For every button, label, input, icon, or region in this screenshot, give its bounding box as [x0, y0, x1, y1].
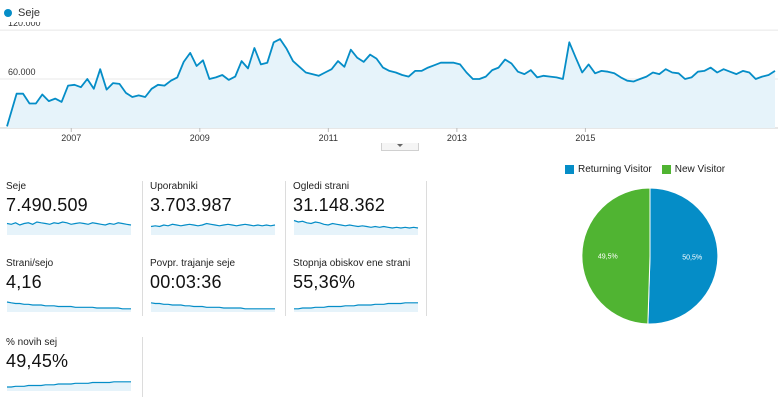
column-divider — [285, 181, 286, 316]
metric-sparkline — [7, 381, 131, 391]
sparkline-fill — [151, 223, 275, 235]
metric-label: Seje — [6, 181, 27, 192]
sparkline-line — [6, 301, 131, 310]
column-divider — [142, 181, 143, 316]
metric-value: 49,45% — [6, 351, 69, 371]
sparkline-line — [7, 381, 131, 388]
sparkline-line — [294, 302, 418, 310]
metric-sparkline — [6, 301, 131, 312]
sparkline-line — [150, 302, 275, 310]
metric-tile[interactable]: Seje 7.490.509 — [6, 181, 134, 235]
collapse-chart-toggle[interactable] — [381, 143, 419, 151]
sparkline-line — [293, 219, 419, 229]
metric-label: Ogledi strani — [293, 181, 350, 192]
series-color-dot — [4, 9, 12, 17]
y-tick-label: 60.000 — [8, 67, 36, 77]
x-tick-label: 2015 — [575, 133, 595, 143]
metric-label: Uporabniki — [150, 181, 198, 192]
metric-tile[interactable]: Povpr. trajanje seje 00:03:36 — [150, 258, 278, 312]
sparkline-fill — [294, 220, 418, 235]
x-tick-label: 2013 — [447, 133, 467, 143]
sparkline-line — [6, 221, 132, 226]
x-tick-label: 2011 — [319, 133, 338, 143]
metric-sparkline — [150, 302, 275, 312]
metric-tile[interactable]: Ogledi strani 31.148.362 — [293, 181, 421, 235]
metric-tile[interactable]: Uporabniki 3.703.987 — [150, 181, 278, 235]
metric-tile[interactable]: % novih sej 49,45% — [6, 337, 134, 391]
x-tick-label: 2007 — [61, 133, 81, 143]
main-legend-label: Seje — [18, 7, 41, 19]
sessions-area-fill — [7, 39, 775, 128]
returning-visitor-percent: 50,5% — [682, 255, 702, 262]
pie-legend: Returning Visitor New Visitor — [565, 164, 725, 175]
metric-label: Strani/sejo — [6, 258, 54, 269]
returning-visitor-slice[interactable] — [647, 187, 719, 325]
metric-label: Stopnja obiskov ene strani — [293, 258, 411, 269]
sparkline-line — [150, 222, 276, 228]
main-chart-legend[interactable]: Seje — [4, 6, 40, 20]
metric-value: 7.490.509 — [6, 195, 88, 215]
new-visitor-slice[interactable] — [581, 187, 651, 325]
y-tick-label: 120.000 — [8, 22, 41, 28]
metric-value: 31.148.362 — [293, 195, 386, 215]
metric-value: 55,36% — [293, 272, 356, 292]
metric-sparkline — [150, 222, 276, 235]
sessions-series-line — [6, 38, 776, 127]
visitor-type-pie-chart[interactable]: 50,5% 49,5% — [578, 185, 728, 335]
new-visitor-percent: 49,5% — [598, 253, 618, 260]
metric-sparkline — [6, 221, 132, 235]
sparkline-fill — [294, 302, 418, 312]
metric-tile[interactable]: Stopnja obiskov ene strani 55,36% — [293, 258, 421, 312]
metric-label: % novih sej — [6, 337, 58, 348]
metric-sparkline — [294, 302, 418, 312]
metric-value: 4,16 — [6, 272, 42, 292]
sessions-line-chart[interactable]: 120.000 60.000 2007 2009 2011 2013 2015 — [0, 22, 778, 157]
metric-tile[interactable]: Strani/sejo 4,16 — [6, 258, 134, 312]
sparkline-fill — [7, 222, 131, 235]
x-tick-label: 2009 — [190, 133, 210, 143]
column-divider — [142, 337, 143, 397]
returning-visitor-label[interactable]: Returning Visitor — [578, 164, 652, 175]
column-divider — [426, 181, 427, 316]
metric-sparkline — [293, 219, 419, 235]
metric-label: Povpr. trajanje seje — [150, 258, 236, 269]
sparkline-fill — [7, 381, 131, 391]
metric-value: 00:03:36 — [150, 272, 222, 292]
new-visitor-label[interactable]: New Visitor — [674, 164, 726, 175]
returning-visitor-swatch — [565, 165, 574, 174]
metric-value: 3.703.987 — [150, 195, 232, 215]
new-visitor-swatch — [661, 165, 671, 174]
